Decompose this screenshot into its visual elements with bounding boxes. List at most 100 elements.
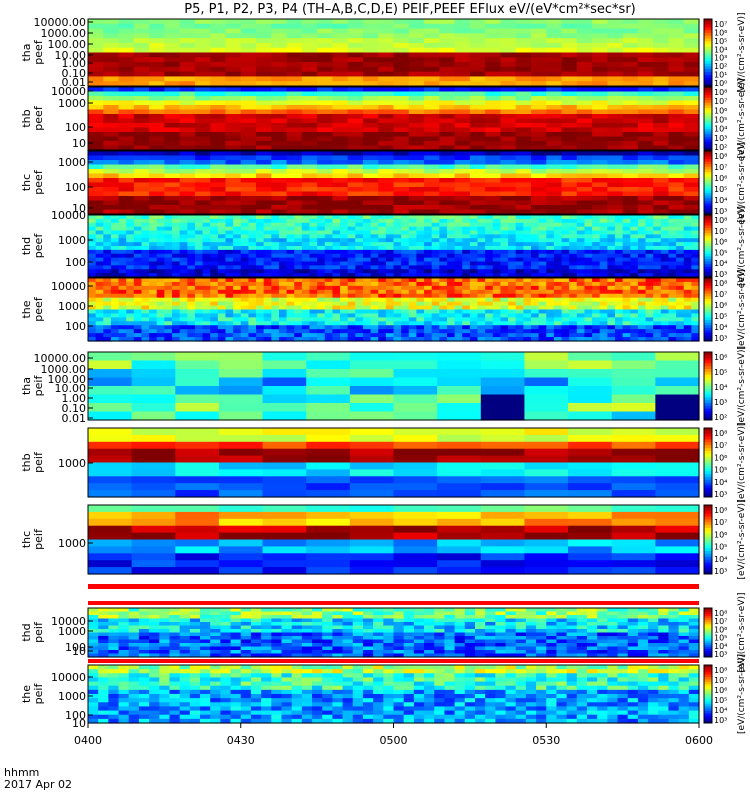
spectrogram-cell: [576, 234, 586, 239]
spectrogram-cell: [683, 301, 692, 307]
spectrogram-cell: [424, 23, 440, 30]
spectrogram-cell: [118, 47, 135, 54]
spectrogram-cell: [485, 333, 494, 338]
spectrogram-cell: [584, 257, 593, 263]
spectrogram-cell: [362, 196, 379, 202]
spectrogram-cell: [607, 200, 624, 206]
spectrogram-cell: [362, 205, 379, 211]
spectrogram-cell: [218, 505, 264, 513]
spectrogram-cell: [500, 127, 517, 133]
spectrogram-cell: [630, 242, 639, 247]
spectrogram-cell: [485, 47, 502, 54]
spectrogram-cell: [611, 386, 656, 396]
spectrogram-cell: [546, 226, 555, 232]
spectrogram-cell: [660, 309, 670, 315]
spectrogram-cell: [630, 246, 639, 251]
spectrogram-cell: [262, 525, 307, 534]
spectrogram-cell: [278, 265, 288, 270]
spectrogram-cell: [179, 309, 188, 315]
spectrogram-cell: [306, 546, 351, 554]
spectrogram-cell: [653, 118, 670, 124]
spectrogram-cell: [485, 42, 502, 49]
spectrogram-cell: [622, 325, 631, 330]
spectrogram-cell: [332, 218, 341, 224]
spectrogram-cell: [294, 301, 303, 307]
spectrogram-cell: [118, 105, 135, 111]
spectrogram-cell: [439, 136, 456, 142]
spectrogram-cell: [660, 325, 670, 330]
spectrogram-cell: [355, 246, 364, 251]
spectrogram-cell: [324, 230, 333, 235]
spectrogram-cell: [95, 289, 104, 295]
spectrogram-cell: [485, 261, 494, 266]
spectrogram-cell: [439, 160, 456, 166]
spectrogram-cell: [88, 305, 97, 311]
spectrogram-cell: [210, 246, 219, 251]
y-tick-label: 100: [65, 181, 86, 194]
spectrogram-cell: [286, 230, 295, 235]
spectrogram-cell: [668, 249, 677, 255]
spectrogram-cell: [385, 333, 395, 338]
spectrogram-cell: [248, 305, 257, 311]
spectrogram-cell: [362, 200, 379, 206]
spectrogram-cell: [210, 301, 219, 307]
spectrogram-cell: [576, 238, 586, 243]
spectrogram-cell: [88, 525, 133, 534]
spectrogram-cell: [271, 62, 288, 68]
spectrogram-cell: [683, 118, 700, 124]
spectrogram-cell: [393, 200, 410, 206]
spectrogram-cell: [103, 155, 120, 161]
spectrogram-cell: [179, 246, 188, 251]
spectrogram-cell: [584, 246, 593, 251]
spectrogram-cell: [576, 100, 593, 106]
spectrogram-cell: [569, 249, 578, 255]
spectrogram-cell: [424, 226, 433, 232]
spectrogram-cell: [210, 222, 219, 228]
spectrogram-cell: [584, 226, 593, 232]
spectrogram-cell: [156, 242, 165, 247]
spectrogram-cell: [378, 265, 387, 270]
spectrogram-cell: [408, 297, 418, 303]
spectrogram-cell: [599, 325, 608, 330]
colorbar-tick-label: 10⁷: [714, 20, 727, 29]
spectrogram-cell: [210, 38, 227, 44]
spectrogram-cell: [332, 238, 341, 243]
spectrogram-cell: [530, 105, 547, 111]
spectrogram-cell: [286, 87, 303, 93]
spectrogram-cell: [131, 505, 176, 513]
spectrogram-cell: [530, 81, 547, 87]
spectrogram-cell: [278, 218, 288, 224]
spectrogram-cell: [446, 253, 456, 259]
spectrogram-cell: [262, 360, 307, 370]
spectrogram-cell: [225, 173, 242, 179]
spectrogram-cell: [630, 234, 639, 239]
spectrogram-cell: [309, 253, 318, 259]
spectrogram-cell: [362, 289, 372, 295]
spectrogram-cell: [378, 329, 387, 334]
spectrogram-cell: [607, 173, 624, 179]
colorbar-segment: [704, 41, 712, 45]
spectrogram-cell: [225, 132, 242, 138]
spectrogram-cell: [149, 329, 158, 334]
spectrogram-cell: [156, 265, 165, 270]
colorbar-segment: [704, 238, 712, 242]
spectrogram-cell: [607, 337, 616, 342]
spectrogram-cell: [347, 155, 364, 161]
spectrogram-cell: [286, 238, 295, 243]
spectrogram-cell: [194, 19, 211, 25]
spectrogram-cell: [508, 261, 517, 266]
spectrogram-cell: [187, 313, 196, 318]
spectrogram-cell: [256, 293, 265, 299]
spectrogram-cell: [317, 325, 326, 330]
spectrogram-cell: [256, 234, 265, 239]
spectrogram-cell: [469, 66, 486, 73]
spectrogram-cell: [271, 173, 288, 179]
spectrogram-cell: [437, 352, 482, 362]
spectrogram-cell: [691, 321, 700, 326]
spectrogram-cell: [653, 28, 670, 34]
colorbar-segment: [704, 179, 712, 184]
colorbar-segment: [704, 185, 712, 189]
spectrogram-cell: [286, 265, 295, 270]
spectrogram-cell: [500, 87, 517, 93]
spectrogram-cell: [210, 333, 219, 338]
